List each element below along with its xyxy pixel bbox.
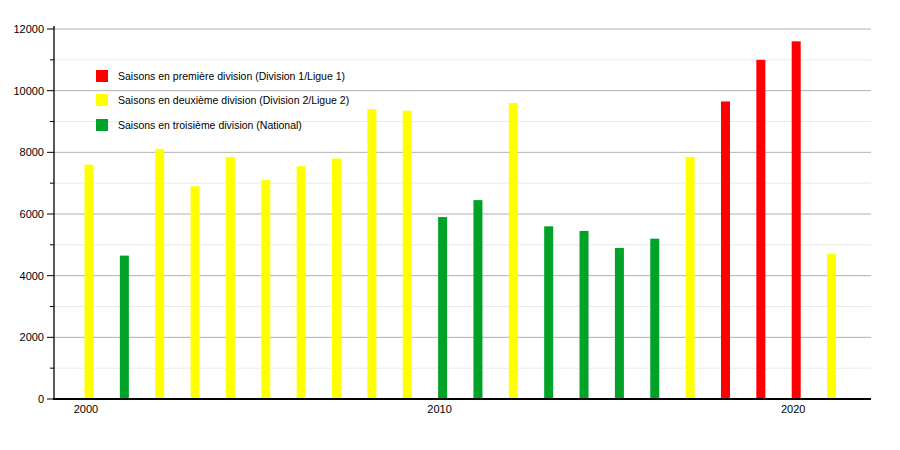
bar-2005 xyxy=(261,180,270,399)
y-axis-label-4000: 4000 xyxy=(20,270,44,282)
x-axis-label-2020: 2020 xyxy=(781,403,805,415)
bar-2008 xyxy=(367,109,376,399)
bar-2020 xyxy=(792,41,801,399)
bar-2017 xyxy=(686,157,695,399)
bar-2011 xyxy=(473,200,482,399)
bar-2012 xyxy=(509,103,518,399)
legend-item-deuxieme-division: Saisons en deuxième division (Division 2… xyxy=(96,88,349,112)
bar-2018 xyxy=(721,101,730,399)
y-axis-label-2000: 2000 xyxy=(20,331,44,343)
legend-label-troisieme-division: Saisons en troisième division (National) xyxy=(118,119,302,131)
bar-2010 xyxy=(438,217,447,399)
bar-2001 xyxy=(120,256,129,399)
bar-2002 xyxy=(155,149,164,399)
legend-swatch-yellow xyxy=(96,94,108,106)
bar-2000 xyxy=(85,165,94,399)
legend-swatch-red xyxy=(96,70,108,82)
y-axis-label-6000: 6000 xyxy=(20,208,44,220)
bar-2004 xyxy=(226,157,235,399)
bar-2016 xyxy=(650,239,659,399)
chart: 020004000600080001000012000200020102020 … xyxy=(0,0,900,450)
legend-swatch-green xyxy=(96,119,108,131)
y-axis-label-12000: 12000 xyxy=(13,23,44,35)
y-axis-label-8000: 8000 xyxy=(20,146,44,158)
legend-label-premiere-division: Saisons en première division (Division 1… xyxy=(118,70,345,82)
bar-2007 xyxy=(332,159,341,400)
bar-2021 xyxy=(827,254,836,399)
bar-2015 xyxy=(615,248,624,399)
x-axis-label-2000: 2000 xyxy=(74,403,98,415)
y-axis-label-0: 0 xyxy=(38,393,44,405)
bar-2013 xyxy=(544,226,553,399)
legend-label-deuxieme-division: Saisons en deuxième division (Division 2… xyxy=(118,94,349,106)
legend-item-premiere-division: Saisons en première division (Division 1… xyxy=(96,64,349,88)
y-axis-label-10000: 10000 xyxy=(13,85,44,97)
bar-2009 xyxy=(403,111,412,399)
legend-item-troisieme-division: Saisons en troisième division (National) xyxy=(96,113,349,137)
bar-2014 xyxy=(580,231,589,399)
x-axis-label-2010: 2010 xyxy=(427,403,451,415)
bar-2006 xyxy=(297,166,306,399)
bar-2019 xyxy=(756,60,765,399)
bar-2003 xyxy=(191,186,200,399)
legend: Saisons en première division (Division 1… xyxy=(96,64,349,137)
